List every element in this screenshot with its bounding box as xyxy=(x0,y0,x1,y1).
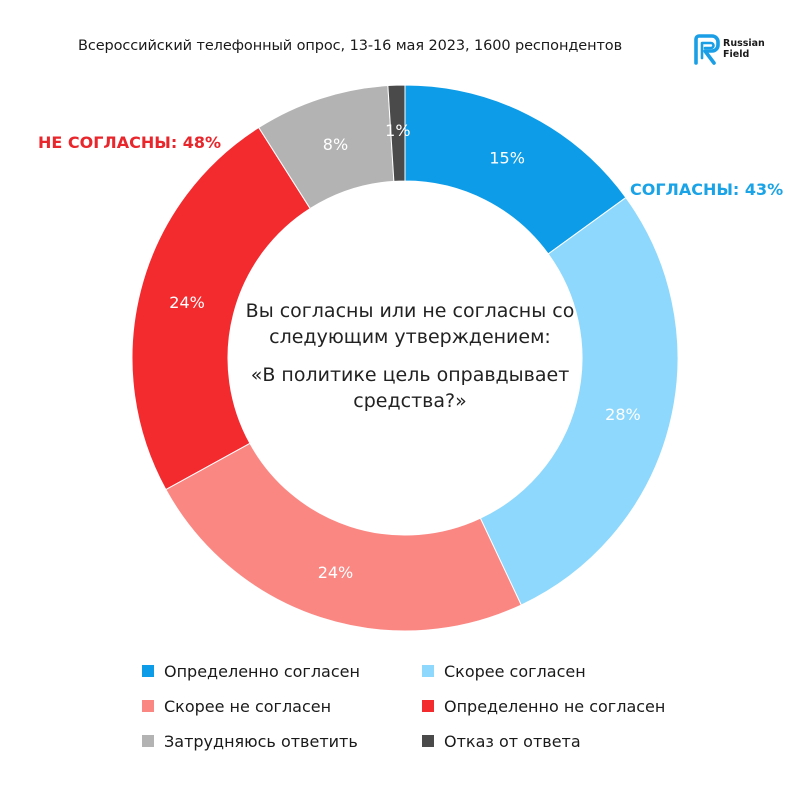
legend-label: Определенно не согласен xyxy=(444,696,666,716)
slice-4 xyxy=(131,126,311,491)
russian-field-logo-icon xyxy=(694,34,720,65)
slice-label-4: 24% xyxy=(169,293,205,312)
legend-label: Скорее согласен xyxy=(444,661,586,681)
legend-swatch xyxy=(422,700,434,712)
legend-label: Отказ от ответа xyxy=(444,731,581,751)
legend-label: Определенно согласен xyxy=(164,661,360,681)
statement-text: «В политике цель оправдывает средства?» xyxy=(250,364,570,412)
slice-label-2: 28% xyxy=(605,405,641,424)
survey-subtitle: Всероссийский телефонный опрос, 13-16 ма… xyxy=(77,38,623,54)
question-text: Вы согласны или не согласны со следующим… xyxy=(245,300,575,348)
slice-2 xyxy=(479,196,679,606)
logo-wordmark: Russian Field xyxy=(723,38,765,60)
agree-total-label: СОГЛАСНЫ: 43% xyxy=(630,180,784,199)
russian-field-logo: Russian Field xyxy=(692,33,782,69)
legend-label: Затрудняюсь ответить xyxy=(164,731,358,751)
slice-label-3: 24% xyxy=(318,563,354,582)
legend-item: Скорее не согласен xyxy=(142,695,422,717)
legend-swatch xyxy=(142,700,154,712)
legend-item: Отказ от ответа xyxy=(422,730,702,752)
legend-swatch xyxy=(422,735,434,747)
legend-label: Скорее не согласен xyxy=(164,696,332,716)
chart-legend: Определенно согласен Скорее согласен Скоре… xyxy=(142,660,702,752)
slice-label-6: 1% xyxy=(385,121,410,140)
slice-label-5: 8% xyxy=(323,135,348,154)
legend-swatch xyxy=(142,665,154,677)
legend-item: Определенно согласен xyxy=(142,660,422,682)
disagree-total-label: НЕ СОГЛАСНЫ: 48% xyxy=(38,133,222,152)
legend-item: Затрудняюсь ответить xyxy=(142,730,422,752)
donut-slice-labels: 15% 28% 24% 24% 8% 1% xyxy=(169,121,640,582)
donut-slices xyxy=(131,84,679,632)
slice-label-1: 15% xyxy=(489,149,525,168)
legend-swatch xyxy=(142,735,154,747)
legend-item: Скорее согласен xyxy=(422,660,702,682)
slice-6 xyxy=(387,84,406,182)
legend-swatch xyxy=(422,665,434,677)
legend-item: Определенно не согласен xyxy=(422,695,702,717)
slice-3 xyxy=(165,442,522,632)
center-question: Вы согласны или не согласны со следующим… xyxy=(245,298,575,414)
